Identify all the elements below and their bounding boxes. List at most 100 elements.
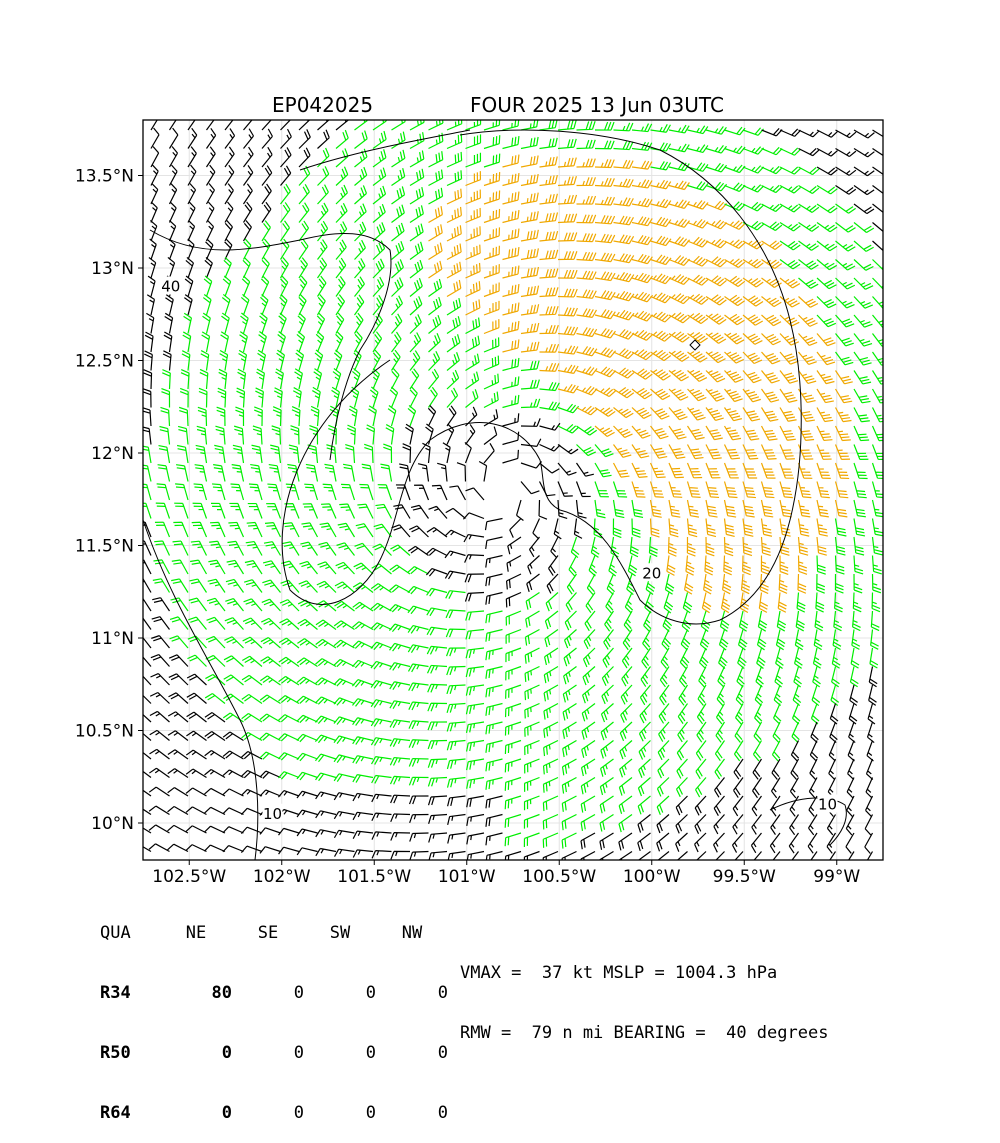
wind-barb — [262, 579, 281, 593]
contour-30kt-north — [299, 129, 471, 171]
wind-barb — [465, 389, 479, 408]
wind-barb — [168, 201, 177, 223]
wind-barb — [870, 629, 879, 650]
wind-barb — [280, 128, 292, 149]
wind-barb — [261, 598, 281, 612]
wind-barb — [301, 522, 319, 538]
wind-barb — [390, 349, 401, 371]
axis-ticks: 102.5°W 102°W 101.5°W 101°W 100.5°W 100°W 99.5… — [75, 167, 860, 888]
radii-header-row: QUA NE SE SW NW — [100, 923, 448, 943]
wind-barb — [333, 620, 355, 631]
wind-barb — [317, 184, 329, 205]
wind-barb — [485, 813, 503, 827]
wind-barb — [261, 165, 273, 186]
wind-barb — [168, 219, 177, 242]
wind-barb — [835, 222, 856, 233]
wind-barb — [650, 292, 672, 304]
wind-barb — [409, 205, 424, 224]
wind-barb — [268, 463, 282, 482]
wind-barb — [778, 573, 788, 594]
r64-sw: 0 — [365, 1103, 376, 1123]
wind-barb — [186, 673, 207, 686]
wind-barb — [705, 407, 724, 421]
wind-barb — [696, 851, 707, 860]
wind-barb — [352, 774, 374, 783]
wind-barb — [485, 573, 503, 587]
wind-barb — [256, 368, 265, 390]
wind-barb — [761, 146, 783, 156]
wind-barb — [291, 406, 301, 427]
wind-barb — [143, 789, 152, 797]
wind-barb — [146, 294, 156, 316]
wind-barb — [352, 830, 374, 839]
wind-barb — [752, 777, 762, 799]
wind-barb — [446, 151, 463, 168]
wind-barb — [351, 679, 374, 688]
wind-barb — [206, 128, 217, 149]
wind-barb — [218, 368, 228, 390]
wind-barb — [391, 120, 406, 131]
wind-barb — [723, 555, 733, 576]
wind-barb — [557, 499, 568, 520]
wind-barb — [170, 597, 189, 612]
wind-barb — [853, 462, 868, 480]
wind-barb — [613, 309, 635, 321]
wind-barb — [750, 832, 762, 854]
wind-barb — [296, 733, 318, 743]
wind-barb — [188, 616, 207, 630]
wind-barb — [354, 185, 368, 205]
wind-barb — [261, 617, 281, 630]
wind-barb — [236, 387, 246, 408]
wind-barb — [798, 222, 820, 232]
wind-barb — [224, 164, 235, 186]
wind-barb — [243, 146, 254, 168]
wind-barb — [539, 324, 559, 335]
wind-barb — [631, 216, 653, 227]
wind-barb — [279, 293, 288, 316]
wind-barb — [143, 770, 152, 778]
wind-barb — [831, 647, 841, 669]
wind-barb — [760, 555, 770, 576]
wind-barb — [757, 610, 768, 632]
wind-barb — [445, 628, 466, 638]
wind-barb — [631, 160, 653, 170]
wind-barb — [143, 445, 152, 464]
wind-barb — [705, 388, 725, 402]
wind-barb — [734, 721, 744, 743]
wind-barb — [389, 584, 411, 594]
wind-barb — [389, 681, 411, 690]
wind-barb — [335, 312, 345, 334]
wind-barb — [612, 499, 625, 519]
wind-barb — [851, 629, 861, 650]
wind-barb — [779, 221, 801, 232]
wind-barb — [160, 406, 171, 427]
lat-tick-label: 11.5°N — [75, 537, 134, 557]
wind-barb — [520, 120, 539, 131]
wind-barb — [446, 405, 457, 427]
intensity-summary: VMAX = 37 kt MSLP = 1004.3 hPa RMW = 79 … — [460, 923, 828, 1063]
wind-barb — [266, 502, 282, 519]
wind-barb — [613, 425, 633, 439]
wind-barb — [375, 503, 393, 519]
wind-barb — [816, 499, 829, 518]
wind-barb — [624, 592, 634, 614]
wind-barb — [483, 208, 501, 224]
wind-barb — [317, 129, 330, 149]
wind-barb — [278, 312, 287, 334]
wind-barb — [645, 573, 656, 595]
wind-barb — [143, 559, 152, 575]
wind-barb — [872, 166, 883, 176]
wind-barb — [779, 277, 801, 289]
wind-barb — [699, 629, 710, 651]
wind-barb — [523, 813, 540, 829]
wind-barb — [203, 825, 226, 834]
wind-barb — [631, 349, 653, 361]
wind-barb — [742, 462, 758, 479]
wind-barb — [370, 699, 392, 708]
wind-barb — [155, 502, 171, 519]
wind-barb — [872, 296, 883, 309]
wind-barb — [264, 522, 282, 538]
wind-barb — [600, 740, 614, 759]
wind-barb — [524, 702, 540, 719]
wind-barb — [742, 536, 753, 557]
